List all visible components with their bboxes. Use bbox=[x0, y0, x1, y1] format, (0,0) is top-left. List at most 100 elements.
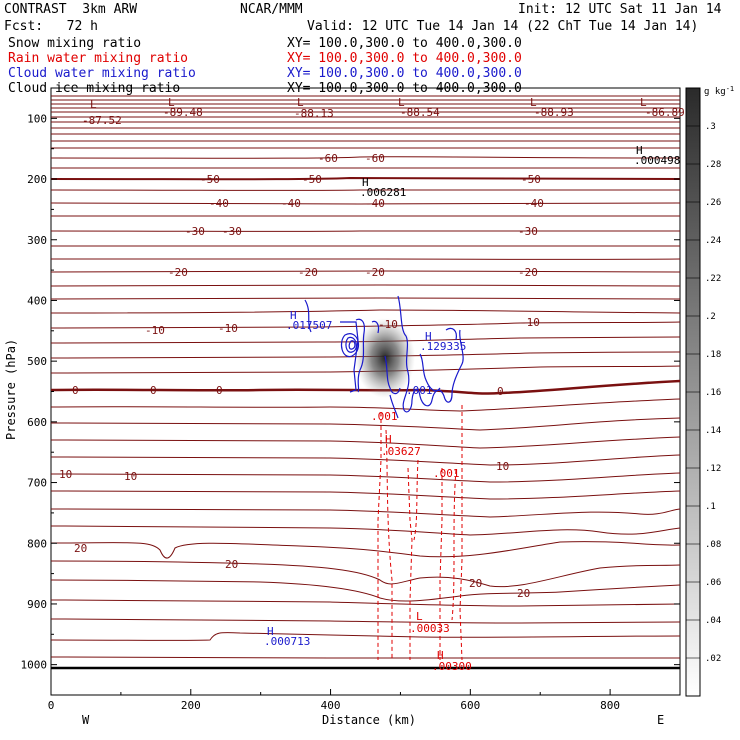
isotherm-line bbox=[50, 656, 681, 660]
colorbar-tick-label: .12 bbox=[705, 464, 721, 474]
x-axis-west-label: W bbox=[82, 713, 90, 727]
isotherm-label-minus-20b: -20 bbox=[298, 266, 318, 279]
extremum-03627: .03627 bbox=[381, 445, 421, 458]
isotherm-label-20b: 20 bbox=[225, 558, 238, 571]
isotherm-label-minus-10b: -10 bbox=[218, 322, 238, 335]
isotherm-label-minus-30b: -30 bbox=[222, 225, 242, 238]
colorbar-tick-label: .18 bbox=[705, 350, 721, 360]
rain-water-contours bbox=[377, 405, 463, 661]
isotherm-line bbox=[50, 525, 681, 536]
extremum-129335: .129335 bbox=[420, 340, 466, 353]
isotherm-line bbox=[50, 454, 681, 466]
y-tick-label-1000: 1000 bbox=[21, 659, 48, 672]
isotherm-label-minus-20c: -20 bbox=[365, 266, 385, 279]
isotherm-label-0b: 0 bbox=[150, 384, 157, 397]
valid-time: Valid: 12 UTC Tue 14 Jan 14 (22 ChT Tue … bbox=[307, 19, 699, 34]
y-tick-label-100: 100 bbox=[27, 112, 47, 125]
temp-label-minus-89-48: -89.48 bbox=[163, 106, 203, 119]
isotherm-line bbox=[50, 156, 681, 159]
high-marker-temp: H bbox=[636, 144, 643, 157]
temp-label-minus-86-89: -86.89 bbox=[645, 106, 685, 119]
isotherm-label-minus-40a: -40 bbox=[209, 197, 229, 210]
isotherm-label-minus-50a: -50 bbox=[200, 173, 220, 186]
y-tick-label-400: 400 bbox=[27, 294, 47, 307]
isotherm-label-minus-40b: -40 bbox=[281, 197, 301, 210]
cloud-contour-label-001: .001 bbox=[406, 384, 433, 397]
temp-label-minus-87-52: -87.52 bbox=[82, 114, 122, 127]
isotherm-line bbox=[50, 490, 681, 500]
colorbar-tick-label: .06 bbox=[705, 578, 721, 588]
isotherm-line bbox=[50, 270, 681, 273]
field-cloud-xy: XY= 100.0,300.0 to 400.0,300.0 bbox=[287, 66, 522, 81]
isotherm-line bbox=[50, 379, 681, 395]
isotherm-line bbox=[50, 309, 681, 314]
extremum-000498: .000498 bbox=[634, 154, 680, 167]
colorbar-tick-label: .28 bbox=[705, 160, 721, 170]
isotherm-label-minus-30c: -30 bbox=[518, 225, 538, 238]
colorbar-tick-label: .02 bbox=[705, 654, 721, 664]
isotherm-label-minus-30a: -30 bbox=[185, 225, 205, 238]
x-tick-label-0: 0 bbox=[48, 699, 55, 712]
isotherm-label-minus-10d: -10 bbox=[520, 316, 540, 329]
isotherm-label-minus-60b: -60 bbox=[365, 152, 385, 165]
low-marker-rain: L bbox=[416, 610, 423, 623]
temp-label-minus-88-93: -88.93 bbox=[534, 106, 574, 119]
low-marker-3: L bbox=[297, 96, 304, 109]
high-marker-rain-1: H bbox=[385, 433, 392, 446]
colorbar-tick-label: .14 bbox=[705, 426, 721, 436]
isotherm-label-minus-20d: -20 bbox=[518, 266, 538, 279]
colorbar-tick-label: .26 bbox=[705, 198, 721, 208]
high-marker-rain-2: H bbox=[437, 649, 444, 662]
isotherm-label-10c: 10 bbox=[496, 460, 509, 473]
rain-contour-label-001b: .001 bbox=[433, 467, 460, 480]
field-rain-name: Rain water mixing ratio bbox=[8, 51, 189, 66]
isotherm-line bbox=[50, 541, 681, 559]
low-marker-1: L bbox=[90, 98, 97, 111]
high-marker-cloud-2: H bbox=[425, 330, 432, 343]
x-tick-label-200: 200 bbox=[181, 699, 201, 712]
x-axis-east-label: E bbox=[657, 713, 664, 727]
isotherm-label-20d: 20 bbox=[517, 587, 530, 600]
extremum-00033: .00033 bbox=[410, 622, 450, 635]
y-tick-label-300: 300 bbox=[27, 234, 47, 247]
temp-label-minus-88-13: -88.13 bbox=[294, 107, 334, 120]
isotherm-label-minus-60a: -60 bbox=[318, 152, 338, 165]
rain-contour-label-001a: .001 bbox=[371, 410, 398, 423]
isotherm-line bbox=[50, 472, 681, 483]
isotherm-label-minus-50c: -50 bbox=[521, 173, 541, 186]
high-marker-cloud-1: H bbox=[290, 309, 297, 322]
forecast-hour: Fcst: 72 h bbox=[4, 19, 98, 34]
y-tick-label-800: 800 bbox=[27, 537, 47, 550]
extremum-00300: .00300 bbox=[432, 660, 472, 673]
x-axis-title: Distance (km) bbox=[322, 713, 416, 727]
isotherm-line bbox=[50, 436, 681, 449]
isotherm-line bbox=[50, 176, 681, 181]
colorbar-tick-label: .04 bbox=[705, 616, 721, 626]
isotherm-label-minus-40c: -40 bbox=[365, 197, 385, 210]
colorbar-tick-label: .2 bbox=[705, 312, 716, 322]
field-rain-xy: XY= 100.0,300.0 to 400.0,300.0 bbox=[287, 51, 522, 66]
isotherm-label-10b: 10 bbox=[124, 470, 137, 483]
temp-label-minus-88-54: -88.54 bbox=[400, 106, 440, 119]
model-title: CONTRAST 3km ARW bbox=[4, 2, 138, 17]
y-tick-label-200: 200 bbox=[27, 173, 47, 186]
isotherm-line bbox=[50, 297, 681, 300]
x-tick-label-600: 600 bbox=[460, 699, 480, 712]
isotherm-line bbox=[50, 599, 681, 607]
isotherm-line bbox=[50, 579, 681, 602]
isotherm-label-minus-20a: -20 bbox=[168, 266, 188, 279]
colorbar-tick-label: .3 bbox=[705, 122, 716, 132]
isotherm-label-minus-40d: -40 bbox=[524, 197, 544, 210]
high-marker-cloud-3: H bbox=[267, 625, 274, 638]
colorbar-tick-label: .08 bbox=[705, 540, 721, 550]
colorbar-tick-label: .16 bbox=[705, 388, 721, 398]
x-tick-label-400: 400 bbox=[321, 699, 341, 712]
isotherm-line bbox=[50, 632, 681, 641]
isotherm-line bbox=[50, 417, 681, 431]
x-tick-label-800: 800 bbox=[600, 699, 620, 712]
field-cloud-name: Cloud water mixing ratio bbox=[8, 66, 196, 81]
extremum-006281: .006281 bbox=[360, 186, 406, 199]
isotherm-label-20a: 20 bbox=[74, 542, 87, 555]
